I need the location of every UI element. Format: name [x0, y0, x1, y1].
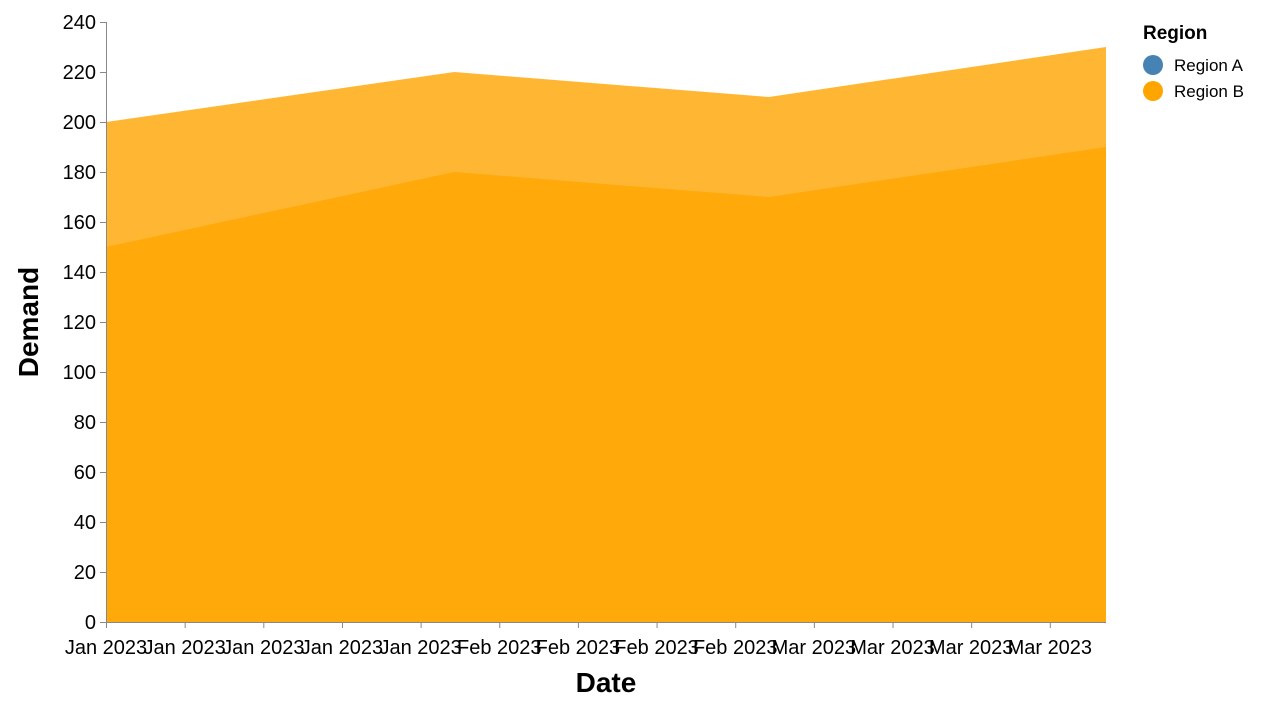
x-tick-label: Jan 2023 [65, 637, 147, 659]
x-tick-label: Feb 2023 [536, 637, 621, 659]
y-tick-label: 140 [63, 262, 96, 284]
y-axis-title: Demand [13, 267, 44, 377]
x-tick-label: Feb 2023 [457, 637, 542, 659]
legend-label-region-a: Region A [1174, 56, 1244, 75]
y-tick-label: 60 [74, 462, 96, 484]
legend-swatch-region-b [1143, 81, 1163, 101]
y-axis: 0 20 40 60 80 100 120 140 160 180 200 220 240 [63, 12, 107, 634]
x-tick-label: Jan 2023 [379, 637, 461, 659]
x-axis-title: Date [576, 667, 637, 698]
x-tick-label: Jan 2023 [144, 637, 226, 659]
y-tick-label: 0 [85, 612, 96, 634]
x-tick-label: Mar 2023 [772, 637, 857, 659]
x-tick-label: Feb 2023 [614, 637, 699, 659]
y-tick-label: 40 [74, 512, 96, 534]
y-tick-label: 240 [63, 12, 96, 34]
y-tick-label: 200 [63, 112, 96, 134]
y-tick-label: 180 [63, 162, 96, 184]
x-tick-label: Mar 2023 [850, 637, 935, 659]
y-tick-label: 120 [63, 312, 96, 334]
legend-title: Region [1143, 23, 1207, 44]
y-tick-label: 220 [63, 62, 96, 84]
legend-label-region-b: Region B [1174, 82, 1244, 101]
x-tick-label: Jan 2023 [301, 637, 383, 659]
x-tick-label: Mar 2023 [929, 637, 1014, 659]
areas-layer [106, 47, 1106, 622]
x-tick-label: Feb 2023 [693, 637, 778, 659]
legend: Region Region A Region B [1143, 23, 1244, 101]
y-tick-label: 80 [74, 412, 96, 434]
y-tick-label: 20 [74, 562, 96, 584]
area-series-region-a [106, 147, 1106, 622]
legend-swatch-region-a [1143, 55, 1163, 75]
x-tick-label: Jan 2023 [222, 637, 304, 659]
y-tick-label: 160 [63, 212, 96, 234]
x-tick-label: Mar 2023 [1008, 637, 1093, 659]
y-tick-label: 100 [63, 362, 96, 384]
